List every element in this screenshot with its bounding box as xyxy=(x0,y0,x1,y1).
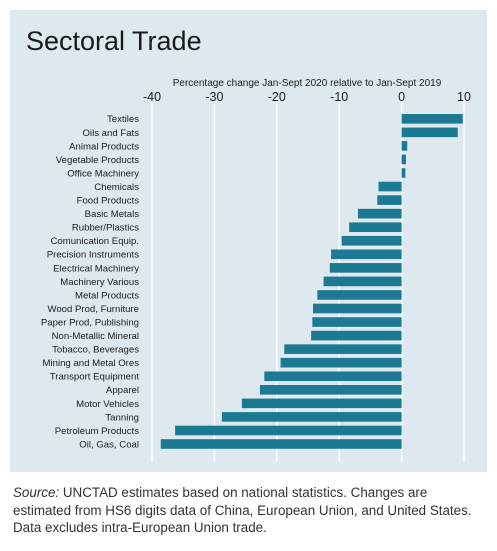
category-label: Precision Instruments xyxy=(47,250,139,261)
category-label: Petroleum Products xyxy=(55,426,139,437)
category-labels: Textiles Oils and Fats Animal Products Vege… xyxy=(41,114,139,450)
bar xyxy=(312,303,402,314)
x-tick-label: -40 xyxy=(143,90,161,104)
x-tick-label: -30 xyxy=(205,90,223,104)
bar xyxy=(160,439,402,449)
category-label: Tanning xyxy=(105,412,139,423)
category-label: Basic Metals xyxy=(85,209,140,220)
bar xyxy=(401,114,463,124)
bar xyxy=(280,357,402,368)
x-tick-label: 10 xyxy=(457,90,471,104)
bar xyxy=(312,317,402,327)
x-axis-ticks: -40 -30 -20 -10 0 10 xyxy=(143,90,471,104)
bar xyxy=(311,330,402,341)
bars xyxy=(160,114,463,449)
category-label: Non-Metallic Mineral xyxy=(52,331,139,342)
source-label: Source: xyxy=(13,485,60,500)
bar xyxy=(378,181,402,192)
category-label: Animal Products xyxy=(69,141,139,152)
category-label: Textiles xyxy=(107,114,139,125)
bar xyxy=(331,249,402,260)
bar xyxy=(401,168,406,178)
bar xyxy=(357,208,402,219)
bar xyxy=(323,276,402,287)
bar xyxy=(401,154,406,165)
bar xyxy=(401,141,408,151)
x-tick-label: -10 xyxy=(330,90,348,104)
category-label: Wood Prod, Furniture xyxy=(47,304,139,315)
category-label: Mining and Metal Ores xyxy=(42,358,139,369)
category-label: Rubber/Plastics xyxy=(72,223,139,234)
x-tick-label: -20 xyxy=(268,90,286,104)
chart-title: Sectoral Trade xyxy=(26,26,202,56)
category-label: Chemicals xyxy=(94,182,139,193)
x-axis-label: Percentage change Jan-Sept 2020 relative… xyxy=(173,78,442,89)
bar xyxy=(241,398,402,409)
bar xyxy=(175,425,402,436)
category-label: Metal Products xyxy=(75,290,139,301)
source-text: UNCTAD estimates based on national stati… xyxy=(13,485,472,535)
chart-panel xyxy=(10,10,487,472)
category-label: Transport Equipment xyxy=(50,372,140,383)
source-note: Source: UNCTAD estimates based on nation… xyxy=(13,484,487,537)
category-label: Oil, Gas, Coal xyxy=(79,439,139,450)
bar xyxy=(221,412,402,422)
category-label: Food Products xyxy=(77,196,140,207)
bar xyxy=(317,290,402,300)
bar xyxy=(264,371,402,382)
bar xyxy=(284,344,402,354)
category-label: Electrical Machinery xyxy=(53,263,139,274)
bar xyxy=(341,235,402,246)
x-tick-label: 0 xyxy=(398,90,405,104)
category-label: Comunication Equip. xyxy=(50,236,139,247)
bar xyxy=(259,385,402,395)
category-label: Motor Vehicles xyxy=(76,399,139,410)
category-label: Office Machinery xyxy=(67,168,139,179)
bar xyxy=(329,263,402,273)
category-label: Vegetable Products xyxy=(56,155,139,166)
category-label: Apparel xyxy=(106,385,139,396)
bar xyxy=(349,222,402,232)
category-label: Paper Prod, Publishing xyxy=(41,317,139,328)
bar xyxy=(377,195,402,205)
bar xyxy=(401,127,458,138)
category-label: Tobacco, Beverages xyxy=(52,345,139,356)
category-label: Machinery Various xyxy=(60,277,139,288)
category-label: Oils and Fats xyxy=(82,128,139,139)
